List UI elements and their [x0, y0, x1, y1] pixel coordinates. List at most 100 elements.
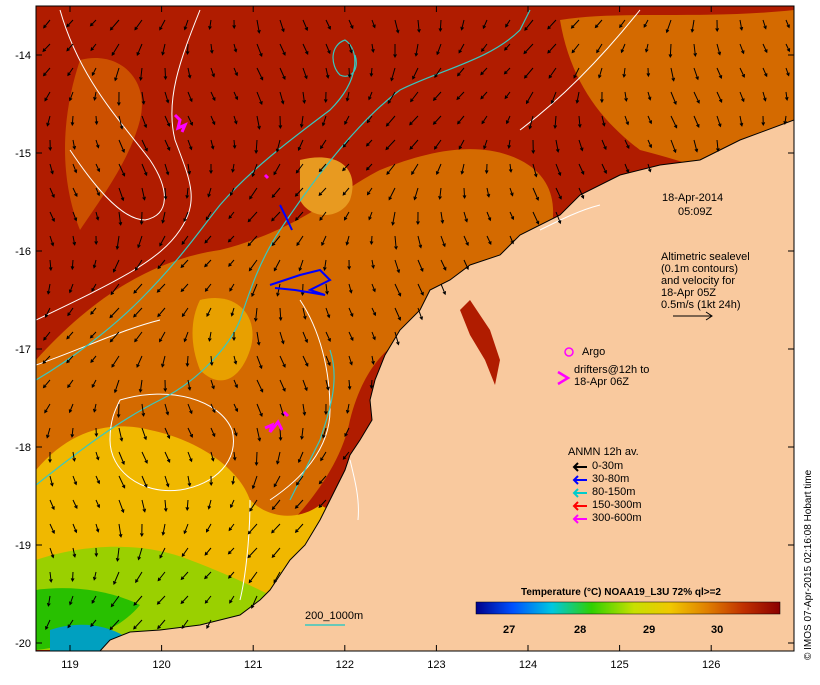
velocity-arrow: [141, 115, 148, 129]
velocity-arrow: [161, 43, 166, 56]
velocity-arrow: [233, 355, 238, 365]
velocity-arrow: [204, 547, 212, 556]
velocity-arrow: [248, 571, 258, 584]
velocity-arrow: [247, 211, 258, 223]
mid-temperature-patch-nw: [65, 58, 142, 230]
velocity-arrow: [555, 211, 562, 225]
king-sound: [460, 300, 500, 385]
velocity-arrow: [322, 427, 327, 439]
velocity-arrow: [95, 139, 100, 149]
velocity-arrow: [347, 259, 352, 271]
velocity-arrow: [483, 139, 488, 150]
velocity-arrow: [141, 427, 147, 441]
y-tick-label: -18: [15, 442, 31, 454]
velocity-arrow: [251, 283, 258, 297]
velocity-arrow: [385, 115, 396, 127]
velocity-arrow: [70, 115, 75, 127]
velocity-arrow: [482, 19, 488, 30]
velocity-arrow: [484, 163, 489, 175]
velocity-arrow: [416, 211, 420, 226]
velocity-arrow: [204, 595, 212, 604]
velocity-arrow: [318, 163, 327, 173]
velocity-arrow: [624, 139, 630, 150]
velocity-arrow: [278, 427, 283, 442]
velocity-arrow: [394, 307, 401, 321]
velocity-arrow: [95, 163, 101, 173]
velocity-arrow: [44, 307, 51, 318]
velocity-arrow: [460, 163, 465, 175]
velocity-arrow: [486, 187, 491, 198]
velocity-arrow: [136, 355, 143, 368]
altimetry-line: and velocity for: [661, 275, 735, 287]
altimetry-line: 0.5m/s (1kt 24h): [661, 299, 741, 311]
cool-water-patch: [192, 298, 253, 381]
velocity-arrow: [48, 259, 53, 272]
x-tick-label: 124: [519, 659, 537, 671]
velocity-arrow: [164, 163, 170, 176]
velocity-arrow: [115, 547, 120, 562]
drifter-track-magenta-3: [264, 419, 284, 433]
velocity-arrow: [70, 571, 75, 583]
velocity-arrow: [136, 43, 143, 57]
velocity-arrow: [417, 235, 423, 249]
velocity-arrow: [92, 259, 97, 269]
velocity-arrow: [92, 571, 97, 581]
velocity-arrow: [273, 475, 281, 488]
velocity-arrow: [387, 91, 396, 105]
velocity-arrow: [204, 283, 212, 292]
velocity-arrow: [271, 211, 281, 222]
velocity-arrow: [458, 139, 465, 150]
velocity-arrow: [324, 403, 328, 416]
velocity-arrow: [72, 211, 78, 222]
x-axis-ticks: 119 120 121 122 123 124 125 126: [61, 6, 720, 671]
velocity-arrow: [183, 19, 189, 31]
velocity-arrow: [90, 355, 97, 364]
velocity-arrow: [208, 19, 212, 30]
velocity-arrow: [273, 571, 281, 584]
velocity-arrow: [109, 331, 120, 343]
velocity-arrow: [348, 355, 353, 366]
velocity-arrow: [761, 115, 766, 127]
velocity-arrow: [204, 235, 212, 244]
velocity-arrow: [523, 43, 534, 55]
velocity-arrow: [716, 91, 723, 103]
velocity-arrow: [575, 91, 580, 104]
land-mass: [100, 120, 794, 651]
velocity-arrow: [112, 259, 120, 273]
velocity-arrow: [413, 187, 419, 201]
velocity-arrow: [371, 43, 375, 53]
velocity-arrow: [438, 187, 442, 200]
velocity-arrow: [91, 595, 97, 604]
velocity-arrow: [49, 187, 55, 199]
legend-arrow-icon: [572, 514, 587, 524]
velocity-arrow: [342, 139, 350, 148]
x-tick-label: 125: [610, 659, 628, 671]
velocity-arrow: [209, 355, 214, 367]
velocity-arrow: [156, 283, 166, 293]
velocity-arrow: [647, 115, 652, 125]
velocity-arrow: [233, 115, 238, 125]
velocity-arrow: [296, 475, 304, 486]
velocity-arrow: [89, 331, 97, 339]
velocity-arrow: [91, 283, 97, 292]
velocity-arrow: [348, 283, 353, 294]
velocity-arrow: [109, 619, 120, 631]
velocity-arrow: [46, 283, 51, 295]
velocity-arrow: [72, 451, 76, 462]
velocity-arrow: [256, 427, 262, 442]
velocity-arrow: [90, 619, 97, 628]
velocity-arrow: [463, 259, 469, 271]
velocity-arrow: [532, 187, 539, 201]
velocity-arrow: [302, 403, 307, 416]
velocity-arrow: [164, 91, 170, 104]
velocity-arrow: [72, 139, 77, 150]
velocity-arrow: [325, 379, 330, 391]
plot-frame: [35, 5, 795, 652]
velocity-arrow: [345, 91, 350, 102]
velocity-arrow: [90, 307, 97, 315]
velocity-arrow: [164, 475, 170, 488]
velocity-arrow: [553, 115, 558, 130]
velocity-arrow: [365, 163, 373, 171]
velocity-arrow: [185, 355, 190, 368]
